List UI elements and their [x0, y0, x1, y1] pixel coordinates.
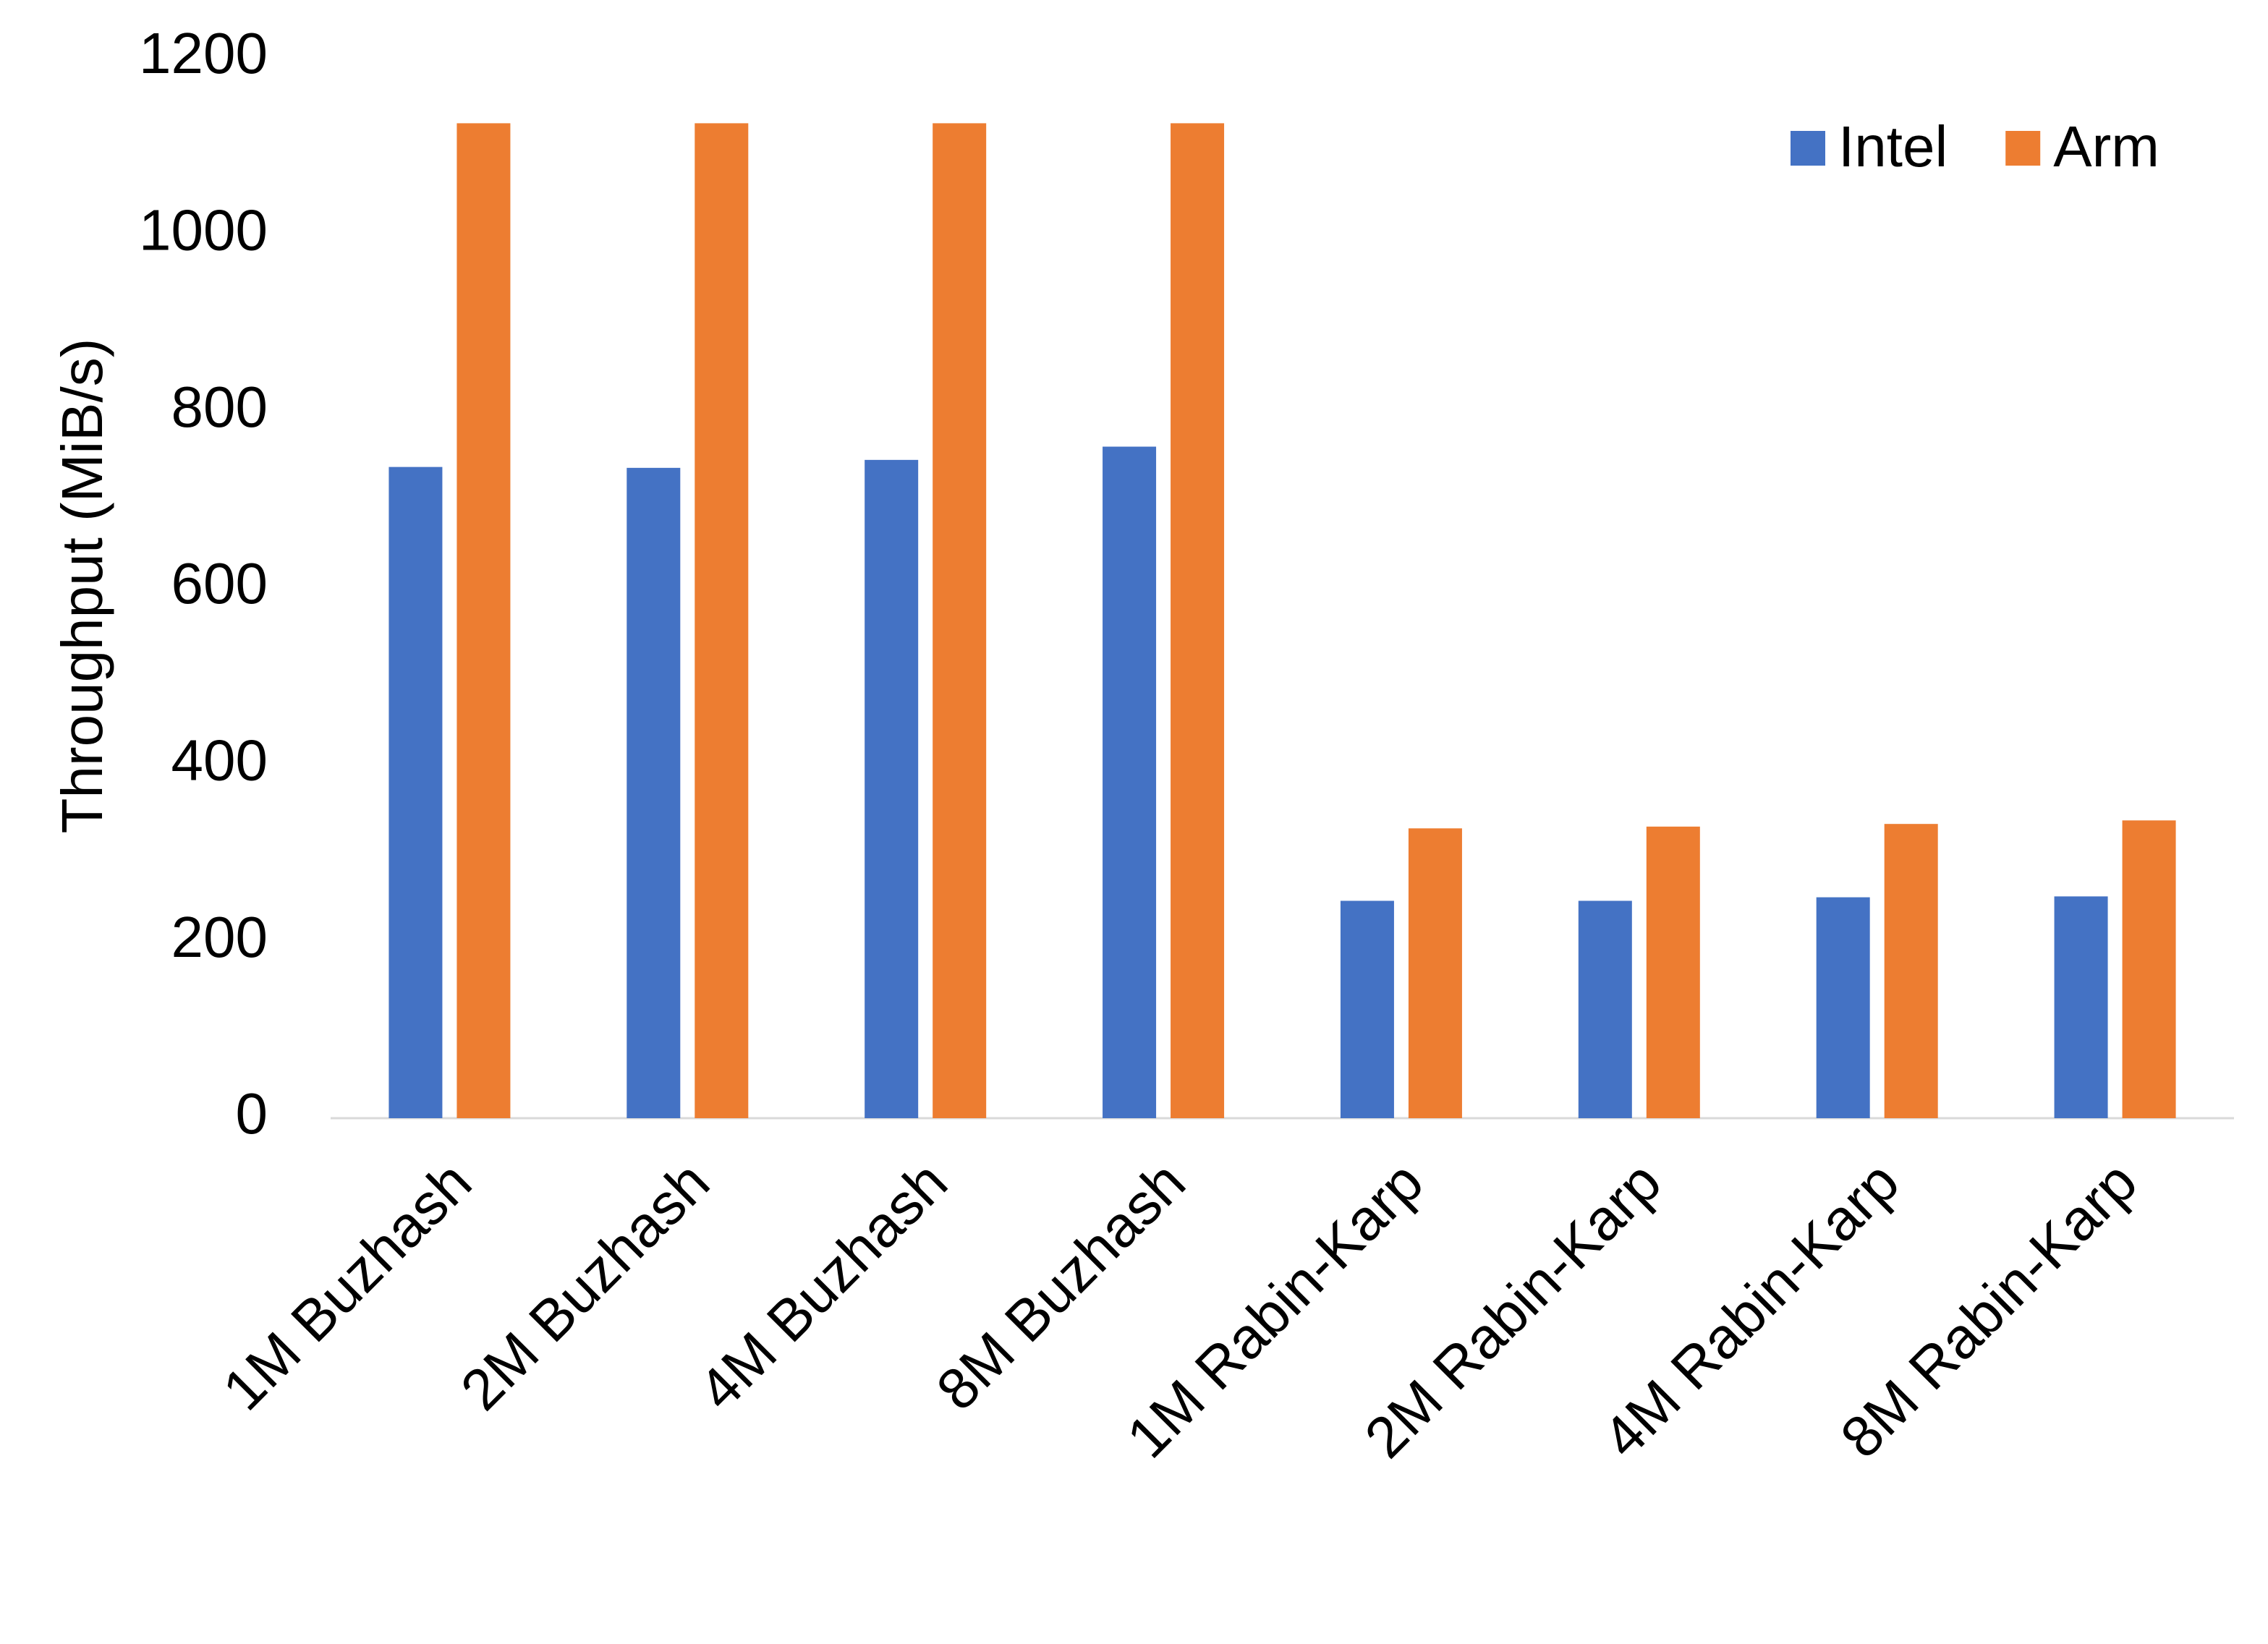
legend-label: Intel [1838, 114, 1948, 179]
y-tick-label: 1200 [139, 21, 268, 85]
y-axis-label: Throughput (MiB/s) [50, 338, 114, 834]
y-tick-label: 0 [236, 1081, 268, 1146]
bar [1578, 900, 1632, 1118]
x-tick-label: 8M Buzhash [925, 1149, 1197, 1422]
bar [1884, 824, 1938, 1118]
bar [1103, 446, 1157, 1118]
bar [627, 467, 681, 1118]
bar [933, 123, 987, 1119]
legend-label: Arm [2053, 114, 2159, 179]
bar [865, 459, 919, 1118]
bar [1646, 826, 1700, 1118]
legend-swatch [2005, 131, 2041, 166]
bar [1340, 900, 1394, 1118]
bar [456, 123, 511, 1119]
bar [1171, 123, 1225, 1119]
bar [1408, 828, 1462, 1118]
legend-swatch [1791, 131, 1825, 166]
y-tick-label: 800 [171, 375, 268, 439]
y-tick-label: 200 [171, 905, 268, 969]
y-tick-label: 1000 [139, 197, 268, 262]
x-tick-label: 2M Buzhash [449, 1149, 721, 1422]
bar [2122, 820, 2176, 1118]
bar [2054, 896, 2108, 1118]
bar [695, 123, 749, 1119]
bar [1816, 897, 1870, 1118]
x-tick-label: 1M Buzhash [211, 1149, 483, 1422]
y-tick-label: 400 [171, 728, 268, 792]
y-tick-label: 600 [171, 551, 268, 616]
x-tick-label: 4M Buzhash [687, 1149, 959, 1422]
bar [388, 467, 443, 1118]
